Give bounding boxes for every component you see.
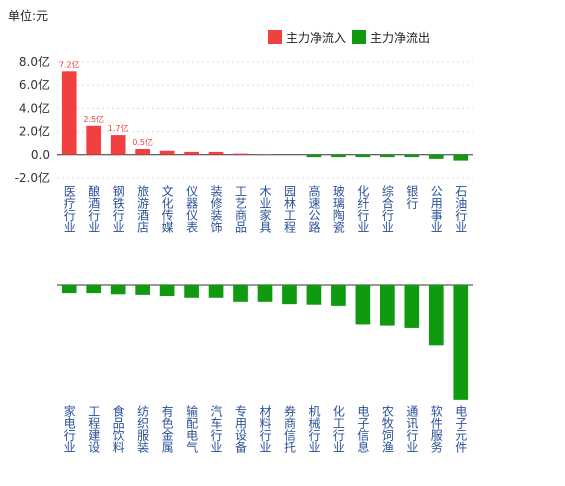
bar [61, 71, 77, 155]
x-tick-label: 农牧饲渔 [380, 405, 394, 453]
legend-swatch [268, 30, 282, 44]
unit-label: 单位:元 [8, 8, 48, 23]
y-tick-label: 2.0亿 [19, 124, 50, 139]
y-tick-label: -2.0亿 [15, 170, 50, 185]
x-tick-label: 材料行业 [258, 405, 272, 453]
x-tick-label: 医疗行业 [62, 185, 76, 233]
x-tick-label: 汽车行业 [209, 404, 223, 453]
bar [110, 135, 126, 155]
legend-swatch [352, 30, 366, 44]
x-tick-label: 工程建设 [87, 405, 101, 454]
x-tick-label: 综合行业 [380, 185, 394, 233]
bar [61, 285, 77, 294]
x-tick-label: 园林工程 [282, 185, 296, 234]
value-label: 0.5亿 [132, 137, 153, 147]
x-tick-label: 装修装饰 [209, 185, 223, 233]
bar [404, 154, 420, 158]
bar [135, 149, 150, 155]
bar [331, 154, 346, 158]
bar [428, 154, 444, 159]
bar [428, 285, 444, 346]
x-tick-label: 石油行业 [454, 185, 468, 233]
y-tick-label: 8.0亿 [19, 54, 50, 69]
legend-label: 主力净流入 [286, 31, 346, 45]
x-tick-label: 食品饮料 [111, 404, 125, 453]
bar [86, 285, 102, 294]
x-tick-label: 仪器仪表 [185, 185, 199, 233]
x-tick-label: 高速公路 [307, 184, 321, 234]
x-tick-label: 玻璃陶瓷 [331, 185, 345, 233]
value-label: 1.7亿 [108, 123, 129, 133]
bar [86, 125, 102, 155]
x-tick-label: 机械行业 [307, 405, 321, 453]
value-label: 7.2亿 [59, 59, 80, 69]
bar [380, 285, 395, 326]
x-tick-label: 钢铁行业 [111, 185, 125, 233]
x-tick-label: 化纤行业 [356, 185, 370, 233]
bar [355, 154, 371, 158]
x-tick-label: 有色金属 [160, 405, 174, 454]
x-tick-label: 化工行业 [331, 405, 345, 453]
x-tick-label: 工艺商品 [234, 185, 248, 233]
bar [257, 285, 273, 302]
value-label: 2.5亿 [83, 114, 104, 124]
bar [233, 285, 248, 302]
bar [404, 285, 420, 328]
bar [306, 285, 322, 305]
x-tick-label: 文化传媒 [160, 184, 174, 233]
bar [184, 285, 199, 298]
bar [208, 285, 224, 298]
bar [208, 151, 224, 155]
bar [159, 150, 175, 155]
x-tick-label: 电子信息 [356, 405, 370, 453]
bar [331, 285, 346, 306]
bar [282, 285, 297, 305]
bar [453, 285, 469, 400]
x-tick-label: 券商信托 [282, 404, 296, 453]
x-tick-label: 酿酒行业 [87, 184, 101, 233]
bar [233, 153, 248, 155]
y-tick-label: 0.0 [31, 148, 50, 162]
x-tick-label: 输配电气 [185, 404, 199, 453]
bar [306, 154, 322, 158]
bar [355, 285, 371, 325]
x-tick-label: 电子元件 [454, 405, 468, 453]
x-tick-label: 公用事业 [429, 185, 443, 233]
bar [380, 154, 395, 158]
x-tick-label: 纺织服装 [136, 405, 150, 454]
bar [184, 151, 199, 155]
bar [159, 285, 175, 297]
legend-label: 主力净流出 [370, 31, 430, 45]
y-tick-label: 4.0亿 [19, 100, 50, 115]
bar [110, 285, 126, 295]
bar [135, 285, 150, 295]
x-tick-label: 旅游酒店 [136, 185, 150, 233]
x-tick-label: 专用设备 [234, 404, 248, 454]
x-tick-label: 家电行业 [62, 404, 76, 453]
x-tick-label: 通讯行业 [405, 405, 419, 453]
bar [453, 154, 469, 161]
x-tick-label: 木业家具 [258, 185, 272, 233]
x-tick-label: 软件服务 [429, 405, 443, 453]
y-tick-label: 6.0亿 [19, 77, 50, 92]
x-tick-label: 银行 [405, 185, 419, 209]
